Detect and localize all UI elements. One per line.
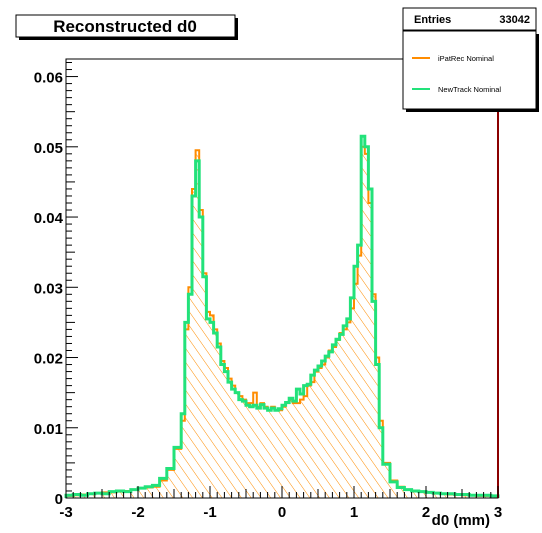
y-tick-label: 0.02 <box>34 351 63 368</box>
y-tick-label: 0.05 <box>34 140 63 157</box>
x-axis-title: d0 (mm) <box>432 512 490 529</box>
legend-label-newtrack: NewTrack Nominal <box>438 85 501 94</box>
stats-entries-value: 33042 <box>499 14 530 26</box>
ipatrec-hatched-fill <box>66 146 498 499</box>
series-newtrack-nominal <box>64 134 500 498</box>
x-tick-label: -1 <box>203 504 216 521</box>
y-tick-label: 0.04 <box>34 210 64 227</box>
x-tick-label: -2 <box>131 504 144 521</box>
y-tick-label: 0.06 <box>34 70 63 87</box>
axis-ticks <box>65 62 499 499</box>
stats-entries-label: Entries <box>414 14 451 26</box>
title-box: Reconstructed d0 <box>15 14 238 40</box>
x-tick-label: 1 <box>350 504 358 521</box>
chart-title: Reconstructed d0 <box>53 17 197 36</box>
title-box-frame <box>15 14 236 38</box>
stats-box: Entries 33042 <box>402 7 537 31</box>
stats-box-frame <box>402 7 537 31</box>
y-tick-label: 0 <box>55 491 63 508</box>
y-tick-label: 0.01 <box>34 421 63 438</box>
legend-frame <box>402 30 537 110</box>
legend: iPatRec Nominal NewTrack Nominal <box>402 30 539 112</box>
x-tick-label: 2 <box>422 504 430 521</box>
legend-label-ipatrec: iPatRec Nominal <box>438 54 494 63</box>
x-tick-label: 0 <box>278 504 286 521</box>
x-tick-label: 3 <box>494 504 502 521</box>
x-tick-label: -3 <box>59 504 72 521</box>
axis-tick-labels: -3 -2 -1 0 1 2 3 0 0.01 0.02 0.03 0.04 0.05 0.06 <box>34 70 502 521</box>
y-tick-label: 0.03 <box>34 280 63 297</box>
